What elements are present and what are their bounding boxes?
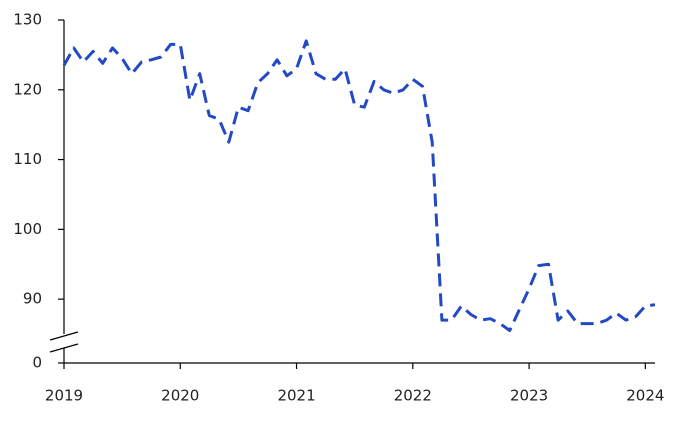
x-tick-label: 2022 [394,387,432,405]
axis-break [49,331,79,341]
x-tick-label: 2024 [626,387,664,405]
y-tick-label: 90 [23,290,42,308]
axis-break [49,343,79,353]
y-tick-label: 0 [32,354,42,372]
data-line [62,39,656,332]
y-tick-label: 130 [13,11,42,29]
x-tick-label: 2023 [510,387,548,405]
y-tick-label: 100 [13,220,42,238]
y-tick-label: 110 [13,150,42,168]
x-tick-label: 2019 [45,387,83,405]
x-tick-label: 2021 [277,387,315,405]
y-tick-label: 120 [13,80,42,98]
x-tick-label: 2020 [161,387,199,405]
